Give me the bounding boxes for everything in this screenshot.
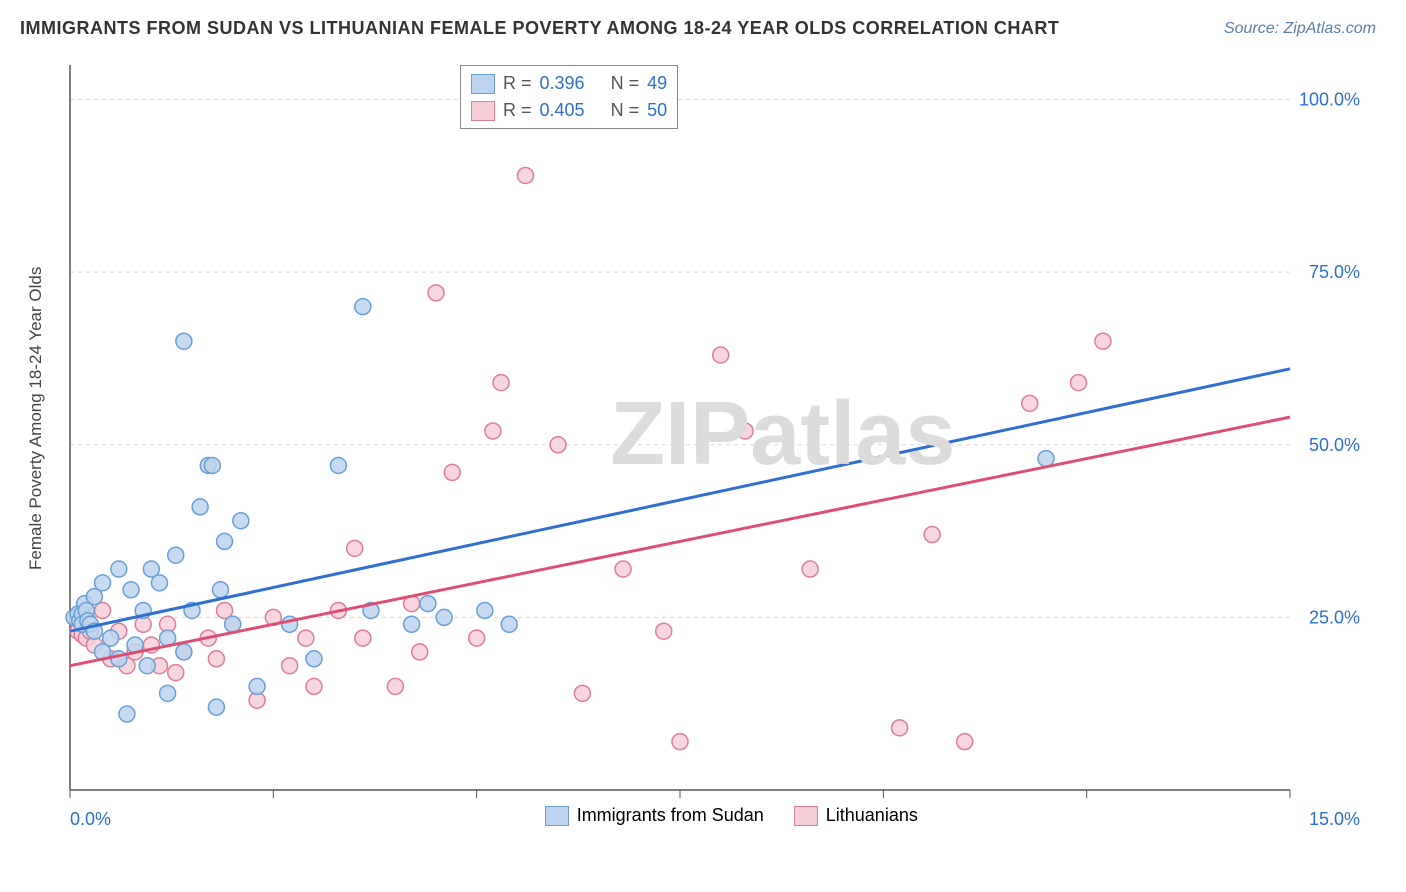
n-label: N = bbox=[611, 70, 640, 97]
n-label: N = bbox=[611, 97, 640, 124]
svg-text:100.0%: 100.0% bbox=[1299, 90, 1360, 110]
series-legend: Immigrants from Sudan Lithuanians bbox=[545, 805, 918, 826]
legend-item-sudan: Immigrants from Sudan bbox=[545, 805, 764, 826]
r-value-lith: 0.405 bbox=[540, 97, 585, 124]
stats-legend: R = 0.396 N = 49 R = 0.405 N = 50 bbox=[460, 65, 678, 129]
r-label: R = bbox=[503, 97, 532, 124]
chart-svg: 25.0% 50.0% 75.0% 100.0% 0.0% 15.0% bbox=[60, 60, 1370, 830]
chart-title: IMMIGRANTS FROM SUDAN VS LITHUANIAN FEMA… bbox=[20, 18, 1059, 39]
swatch-sudan-icon bbox=[471, 74, 495, 94]
svg-text:25.0%: 25.0% bbox=[1309, 607, 1360, 627]
plot-area: 25.0%50.0%75.0%100.0%0.0%15.0% ZIPatlas … bbox=[60, 60, 1370, 830]
stats-row-lith: R = 0.405 N = 50 bbox=[471, 97, 667, 124]
r-value-sudan: 0.396 bbox=[540, 70, 585, 97]
y-axis-label: Female Poverty Among 18-24 Year Olds bbox=[26, 267, 46, 570]
swatch-lithuanian-icon bbox=[794, 806, 818, 826]
n-value-lith: 50 bbox=[647, 97, 667, 124]
n-value-sudan: 49 bbox=[647, 70, 667, 97]
legend-item-lith: Lithuanians bbox=[794, 805, 918, 826]
svg-text:50.0%: 50.0% bbox=[1309, 435, 1360, 455]
svg-text:0.0%: 0.0% bbox=[70, 809, 111, 829]
r-label: R = bbox=[503, 70, 532, 97]
legend-label-lith: Lithuanians bbox=[826, 805, 918, 826]
swatch-sudan-icon bbox=[545, 806, 569, 826]
stats-row-sudan: R = 0.396 N = 49 bbox=[471, 70, 667, 97]
svg-text:75.0%: 75.0% bbox=[1309, 262, 1360, 282]
swatch-lithuanian-icon bbox=[471, 101, 495, 121]
svg-text:15.0%: 15.0% bbox=[1309, 809, 1360, 829]
source-label: Source: ZipAtlas.com bbox=[1224, 20, 1376, 38]
legend-label-sudan: Immigrants from Sudan bbox=[577, 805, 764, 826]
